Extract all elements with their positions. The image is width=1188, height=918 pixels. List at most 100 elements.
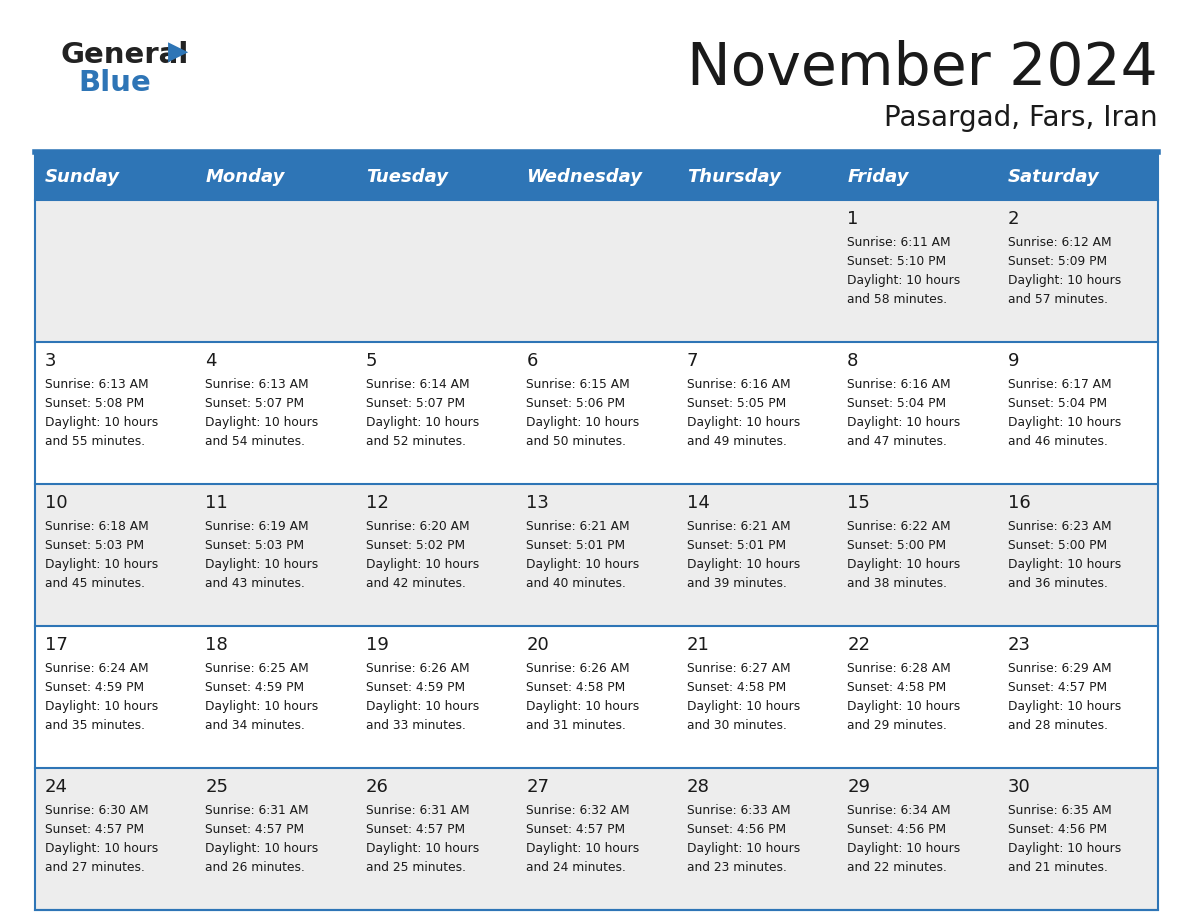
Text: 14: 14 (687, 494, 709, 512)
Text: Sunset: 4:56 PM: Sunset: 4:56 PM (687, 823, 785, 836)
Text: Sunset: 4:57 PM: Sunset: 4:57 PM (366, 823, 465, 836)
Text: Sunset: 5:05 PM: Sunset: 5:05 PM (687, 397, 786, 410)
Text: and 29 minutes.: and 29 minutes. (847, 719, 947, 732)
Text: Sunrise: 6:16 AM: Sunrise: 6:16 AM (847, 378, 950, 391)
Text: Sunset: 4:59 PM: Sunset: 4:59 PM (206, 681, 304, 694)
Text: and 27 minutes.: and 27 minutes. (45, 861, 145, 874)
Text: 18: 18 (206, 636, 228, 654)
Text: Sunrise: 6:26 AM: Sunrise: 6:26 AM (366, 662, 469, 675)
Text: and 42 minutes.: and 42 minutes. (366, 577, 466, 590)
Text: Sunset: 5:03 PM: Sunset: 5:03 PM (206, 539, 304, 552)
Text: Sunset: 5:01 PM: Sunset: 5:01 PM (526, 539, 625, 552)
Text: and 35 minutes.: and 35 minutes. (45, 719, 145, 732)
Text: and 54 minutes.: and 54 minutes. (206, 435, 305, 448)
Text: Daylight: 10 hours: Daylight: 10 hours (45, 700, 158, 713)
Bar (838, 626, 998, 768)
Text: Daylight: 10 hours: Daylight: 10 hours (366, 558, 479, 571)
Text: 27: 27 (526, 778, 549, 796)
Text: Sunset: 5:00 PM: Sunset: 5:00 PM (847, 539, 947, 552)
Text: Sunset: 5:10 PM: Sunset: 5:10 PM (847, 255, 947, 268)
Text: Sunset: 4:57 PM: Sunset: 4:57 PM (206, 823, 304, 836)
Text: Sunrise: 6:15 AM: Sunrise: 6:15 AM (526, 378, 630, 391)
Text: Daylight: 10 hours: Daylight: 10 hours (366, 700, 479, 713)
Bar (677, 200, 838, 342)
Text: and 21 minutes.: and 21 minutes. (1007, 861, 1107, 874)
Text: 24: 24 (45, 778, 68, 796)
Text: and 46 minutes.: and 46 minutes. (1007, 435, 1107, 448)
Text: 13: 13 (526, 494, 549, 512)
Text: 4: 4 (206, 352, 217, 370)
Text: and 25 minutes.: and 25 minutes. (366, 861, 466, 874)
Text: Friday: Friday (847, 169, 909, 186)
Text: Sunrise: 6:20 AM: Sunrise: 6:20 AM (366, 520, 469, 533)
Text: 22: 22 (847, 636, 870, 654)
Text: Sunset: 5:07 PM: Sunset: 5:07 PM (206, 397, 304, 410)
Bar (356, 484, 517, 626)
Text: Daylight: 10 hours: Daylight: 10 hours (847, 700, 960, 713)
Text: and 22 minutes.: and 22 minutes. (847, 861, 947, 874)
Text: 23: 23 (1007, 636, 1030, 654)
Text: 17: 17 (45, 636, 68, 654)
Text: and 36 minutes.: and 36 minutes. (1007, 577, 1107, 590)
Text: and 26 minutes.: and 26 minutes. (206, 861, 305, 874)
Text: Sunrise: 6:14 AM: Sunrise: 6:14 AM (366, 378, 469, 391)
Text: General: General (61, 41, 189, 69)
Text: Daylight: 10 hours: Daylight: 10 hours (526, 700, 639, 713)
Text: Daylight: 10 hours: Daylight: 10 hours (847, 558, 960, 571)
Text: Sunrise: 6:27 AM: Sunrise: 6:27 AM (687, 662, 790, 675)
Text: Daylight: 10 hours: Daylight: 10 hours (526, 416, 639, 429)
Text: Daylight: 10 hours: Daylight: 10 hours (366, 842, 479, 855)
Text: 29: 29 (847, 778, 870, 796)
Text: Sunrise: 6:17 AM: Sunrise: 6:17 AM (1007, 378, 1111, 391)
Bar (677, 768, 838, 910)
Text: Daylight: 10 hours: Daylight: 10 hours (1007, 558, 1120, 571)
Bar (517, 484, 677, 626)
Bar (356, 200, 517, 342)
Text: Sunset: 4:59 PM: Sunset: 4:59 PM (45, 681, 144, 694)
Text: Sunset: 4:57 PM: Sunset: 4:57 PM (45, 823, 144, 836)
Text: Sunrise: 6:34 AM: Sunrise: 6:34 AM (847, 804, 950, 817)
Text: 9: 9 (1007, 352, 1019, 370)
Bar (998, 342, 1158, 484)
Text: Daylight: 10 hours: Daylight: 10 hours (1007, 700, 1120, 713)
Text: Sunset: 5:04 PM: Sunset: 5:04 PM (847, 397, 947, 410)
Text: Sunrise: 6:24 AM: Sunrise: 6:24 AM (45, 662, 148, 675)
Text: Sunset: 4:57 PM: Sunset: 4:57 PM (526, 823, 625, 836)
Text: 19: 19 (366, 636, 388, 654)
Text: Sunrise: 6:26 AM: Sunrise: 6:26 AM (526, 662, 630, 675)
Text: 1: 1 (847, 210, 859, 228)
Text: Sunset: 4:56 PM: Sunset: 4:56 PM (1007, 823, 1107, 836)
Text: Sunrise: 6:21 AM: Sunrise: 6:21 AM (687, 520, 790, 533)
Text: Sunrise: 6:19 AM: Sunrise: 6:19 AM (206, 520, 309, 533)
Text: and 31 minutes.: and 31 minutes. (526, 719, 626, 732)
Text: Sunrise: 6:28 AM: Sunrise: 6:28 AM (847, 662, 950, 675)
Text: 28: 28 (687, 778, 709, 796)
Text: 21: 21 (687, 636, 709, 654)
Text: Daylight: 10 hours: Daylight: 10 hours (687, 416, 800, 429)
Text: and 43 minutes.: and 43 minutes. (206, 577, 305, 590)
Text: Sunrise: 6:32 AM: Sunrise: 6:32 AM (526, 804, 630, 817)
Text: Sunrise: 6:23 AM: Sunrise: 6:23 AM (1007, 520, 1111, 533)
Text: and 34 minutes.: and 34 minutes. (206, 719, 305, 732)
Text: 5: 5 (366, 352, 378, 370)
Text: Daylight: 10 hours: Daylight: 10 hours (206, 416, 318, 429)
Text: Wednesday: Wednesday (526, 169, 643, 186)
Text: and 55 minutes.: and 55 minutes. (45, 435, 145, 448)
Text: Sunset: 5:03 PM: Sunset: 5:03 PM (45, 539, 144, 552)
Text: Daylight: 10 hours: Daylight: 10 hours (526, 842, 639, 855)
Text: Daylight: 10 hours: Daylight: 10 hours (847, 274, 960, 287)
Bar (998, 200, 1158, 342)
Bar (356, 342, 517, 484)
Text: November 2024: November 2024 (687, 39, 1158, 96)
Text: 11: 11 (206, 494, 228, 512)
Text: and 45 minutes.: and 45 minutes. (45, 577, 145, 590)
Text: and 57 minutes.: and 57 minutes. (1007, 293, 1107, 306)
Text: Sunset: 4:56 PM: Sunset: 4:56 PM (847, 823, 947, 836)
Bar (838, 200, 998, 342)
Bar (356, 768, 517, 910)
Text: Sunrise: 6:12 AM: Sunrise: 6:12 AM (1007, 236, 1111, 249)
Text: Daylight: 10 hours: Daylight: 10 hours (526, 558, 639, 571)
Bar (517, 626, 677, 768)
Text: Sunset: 5:08 PM: Sunset: 5:08 PM (45, 397, 144, 410)
Bar (517, 342, 677, 484)
